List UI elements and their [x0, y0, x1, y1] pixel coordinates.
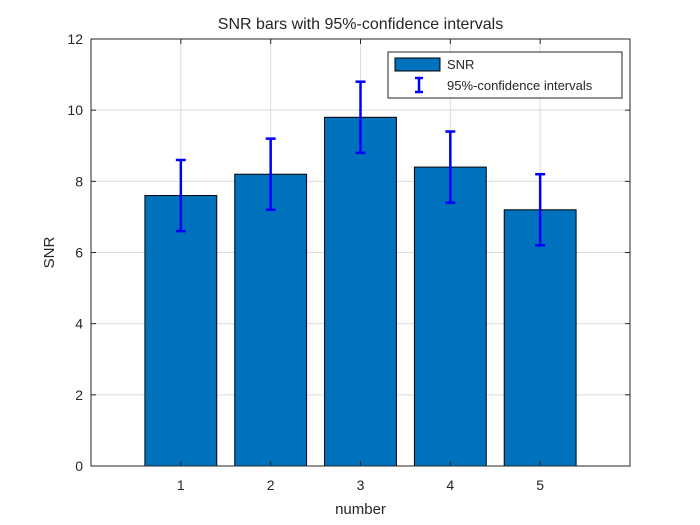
bar	[324, 116, 397, 467]
x-tick-label: 1	[177, 477, 185, 493]
y-axis-label: SNR	[41, 236, 58, 268]
y-tick-label: 8	[75, 173, 83, 189]
legend: SNR 95%-confidence intervals	[387, 51, 623, 99]
legend-swatch-snr	[394, 57, 441, 72]
x-tick-label: 3	[357, 477, 365, 493]
chart-title: SNR bars with 95%-confidence intervals	[218, 16, 503, 33]
x-axis-label: number	[335, 501, 386, 518]
bar	[503, 209, 577, 467]
x-tick-label: 4	[446, 477, 454, 493]
legend-swatch-confidence-intervals	[415, 76, 423, 94]
legend-label-confidence-intervals: 95%-confidence intervals	[447, 78, 593, 93]
error-bar-series	[175, 80, 546, 247]
bar-series	[144, 116, 577, 467]
x-tick-label: 2	[267, 477, 275, 493]
y-tick-label: 0	[75, 458, 83, 474]
y-tick-label: 2	[75, 387, 83, 403]
bar	[413, 166, 487, 467]
legend-label-snr: SNR	[447, 57, 474, 72]
y-tick-label: 4	[75, 316, 83, 332]
y-tick-label: 10	[67, 102, 83, 118]
bar	[234, 173, 308, 467]
x-tick-label: 5	[536, 477, 544, 493]
bar	[144, 195, 218, 467]
y-tick-label: 12	[67, 31, 83, 47]
y-tick-label: 6	[75, 245, 83, 261]
